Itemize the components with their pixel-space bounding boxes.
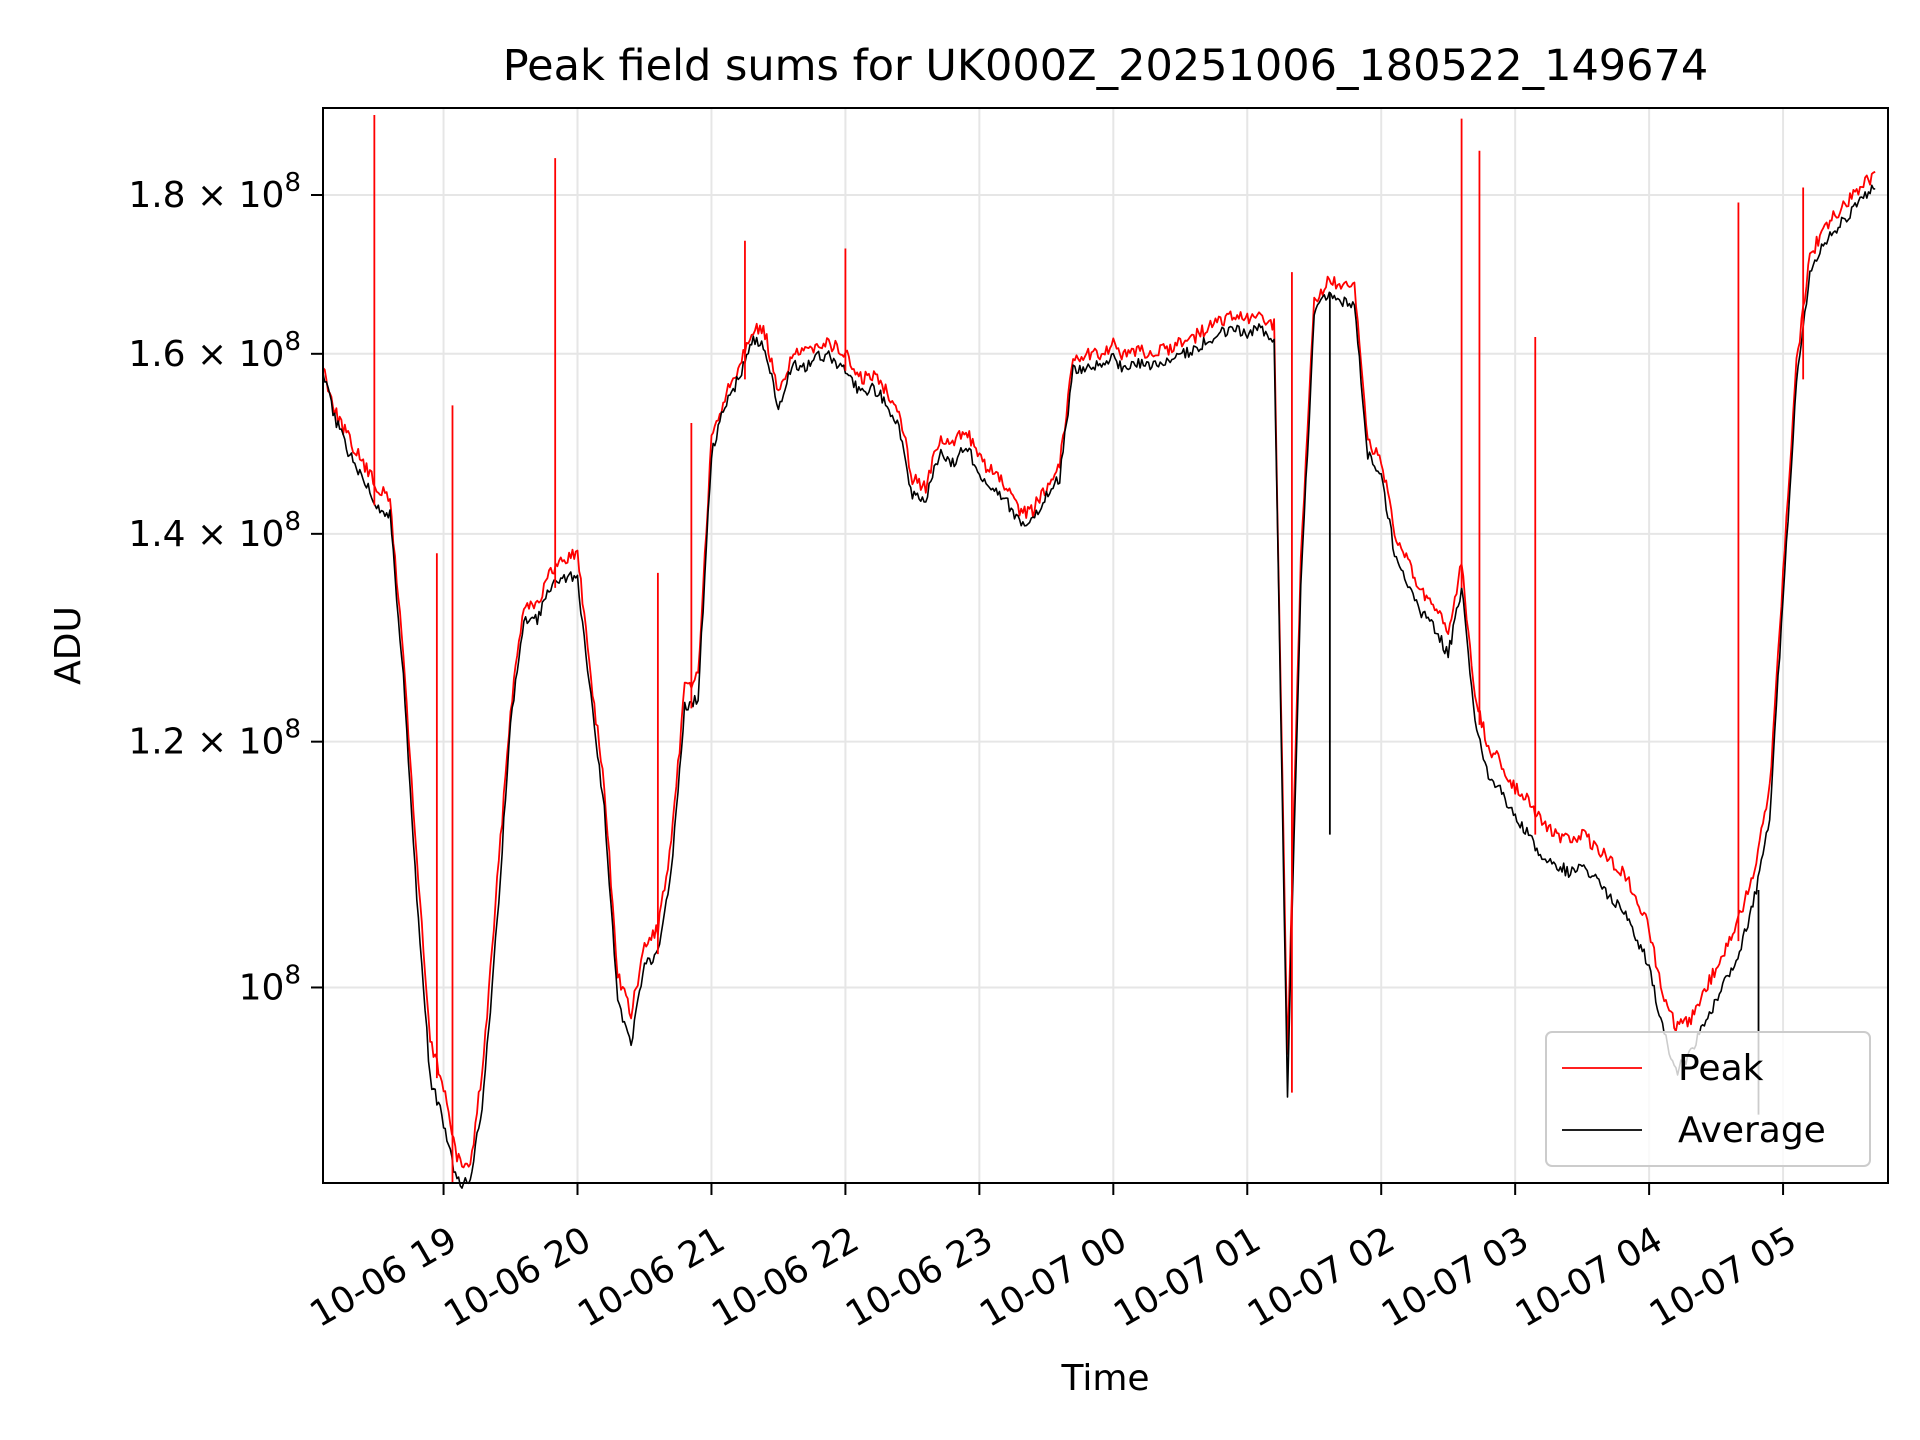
y-tick-label-exponent: 8: [284, 960, 301, 990]
y-tick-label-exponent: 8: [284, 507, 301, 537]
y-tick-label: 108: [239, 960, 301, 1008]
legend-label-peak: Peak: [1678, 1048, 1764, 1089]
y-tick-label: 1.6 × 108: [128, 327, 301, 375]
y-tick-label-base: 1.2 × 10: [128, 722, 284, 763]
y-tick-label-base: 1.6 × 10: [128, 334, 284, 375]
series-line-peak: [322, 171, 1876, 1169]
legend: Peak Average: [1545, 1031, 1871, 1167]
legend-label-average: Average: [1678, 1110, 1826, 1151]
plot-frame: [322, 107, 1889, 1184]
y-tick-label-base: 1.8 × 10: [128, 175, 284, 216]
series-line-average: [322, 184, 1876, 1189]
y-tick-label: 1.4 × 108: [128, 507, 301, 555]
y-tick-label: 1.8 × 108: [128, 168, 301, 216]
y-tick-label-base: 10: [239, 967, 285, 1008]
y-axis-title: ADU: [48, 606, 89, 685]
series-layer: [322, 115, 1876, 1189]
y-tick-label-exponent: 8: [284, 715, 301, 745]
y-tick-label-base: 1.4 × 10: [128, 514, 284, 555]
x-axis-title: Time: [1060, 1358, 1149, 1399]
y-tick-label-exponent: 8: [284, 168, 301, 198]
y-tick-label: 1.2 × 108: [128, 715, 301, 763]
legend-box: [1545, 1031, 1871, 1167]
y-tick-label-exponent: 8: [284, 327, 301, 357]
chart-title: Peak field sums for UK000Z_20251006_1805…: [503, 41, 1709, 91]
